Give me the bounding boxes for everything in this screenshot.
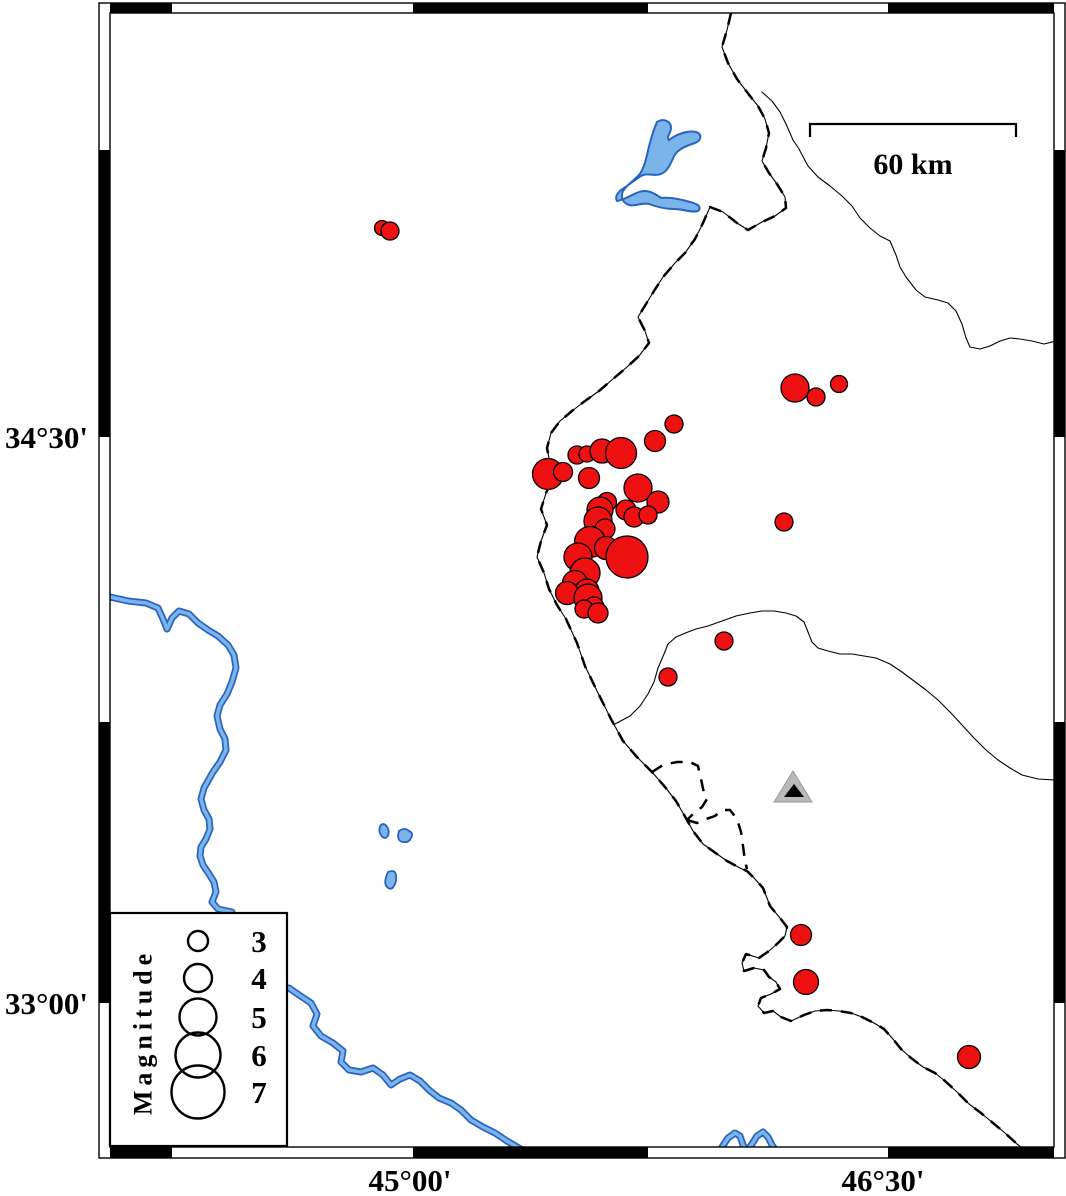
earthquake-marker xyxy=(577,466,601,490)
legend-values: 3 4 5 6 7 xyxy=(251,924,267,1110)
scale-bar: 60 km xyxy=(808,122,1018,181)
earthquake-marker xyxy=(829,374,849,394)
river-west xyxy=(110,593,240,916)
earthquake-marker xyxy=(587,602,609,624)
earthquake-marker xyxy=(806,387,826,407)
earthquake-marker xyxy=(792,968,820,996)
lat-label-bottom: 33°00' xyxy=(5,986,88,1021)
frame-segment xyxy=(888,3,1054,13)
earthquake-marker xyxy=(604,436,638,470)
map-frame xyxy=(98,2,1066,1159)
scale-bar-bracket xyxy=(808,122,1018,137)
earthquake-marker xyxy=(605,535,649,579)
lake-polygon xyxy=(615,119,702,213)
lat-label-top: 34°30' xyxy=(5,420,88,455)
frame-segment xyxy=(99,150,110,437)
border-solid-line xyxy=(536,13,1022,1147)
frame-segment xyxy=(413,1147,648,1158)
axis-annotations: 34°30' 33°00' 45°00' 46°30' xyxy=(5,420,925,1196)
legend-circle-mag-5 xyxy=(178,997,218,1037)
border-dashed-line xyxy=(535,13,1024,1147)
earthquake-marker xyxy=(380,221,400,241)
earthquake-epicenters-layer xyxy=(373,219,982,1070)
legend-circle-mag-7 xyxy=(170,1064,226,1120)
legend-circles xyxy=(170,929,226,1120)
station-triangle-marker xyxy=(773,770,813,803)
legend-value: 4 xyxy=(251,961,267,996)
pond xyxy=(378,823,390,839)
frame-segment xyxy=(413,3,648,13)
border-dashed-lobe-north xyxy=(651,760,709,821)
earthquake-marker xyxy=(658,667,678,687)
earthquake-marker xyxy=(638,505,658,525)
frame-segment xyxy=(1054,150,1065,437)
border-dashed-lobe-south xyxy=(686,808,749,870)
boundary-line-northeast xyxy=(761,91,1054,350)
earthquake-marker xyxy=(714,631,734,651)
earthquake-marker xyxy=(780,373,810,403)
earthquake-marker xyxy=(623,473,653,503)
pond xyxy=(397,828,414,844)
pond xyxy=(384,870,398,890)
legend-value: 5 xyxy=(251,1000,267,1035)
frame-segment xyxy=(1054,722,1065,1003)
river-southwest xyxy=(285,984,525,1147)
river-south-center xyxy=(718,1128,778,1147)
frame-outer-line xyxy=(98,2,1066,1159)
earthquake-marker xyxy=(789,923,813,947)
legend-circle-mag-3 xyxy=(186,929,210,953)
map-interior xyxy=(110,13,1054,1147)
legend-value: 6 xyxy=(251,1038,267,1073)
lon-label-left: 45°00' xyxy=(368,1163,451,1196)
legend-circle-mag-6 xyxy=(174,1031,222,1079)
frame-segment xyxy=(110,3,172,13)
boundary-line-east xyxy=(614,610,1054,781)
frame-segment xyxy=(110,1147,172,1158)
legend-value: 7 xyxy=(251,1075,267,1110)
scale-bar-label: 60 km xyxy=(873,148,952,181)
earthquake-marker xyxy=(774,512,794,532)
frame-inner-line xyxy=(109,12,1055,1148)
legend-value: 3 xyxy=(251,924,267,959)
earthquake-marker xyxy=(552,461,574,483)
magnitude-legend: Magnitude 3 4 5 6 7 xyxy=(108,911,289,1148)
station-triangle-inner xyxy=(784,784,804,797)
legend-circle-mag-4 xyxy=(182,962,214,994)
legend-title: Magnitude xyxy=(129,949,158,1115)
earthquake-marker xyxy=(664,414,684,434)
ponds xyxy=(378,823,414,890)
frame-segment xyxy=(888,1147,1054,1158)
earthquake-marker xyxy=(643,429,667,453)
earthquake-marker xyxy=(956,1044,982,1070)
frame-segment xyxy=(99,722,110,1003)
lon-label-right: 46°30' xyxy=(841,1163,924,1196)
